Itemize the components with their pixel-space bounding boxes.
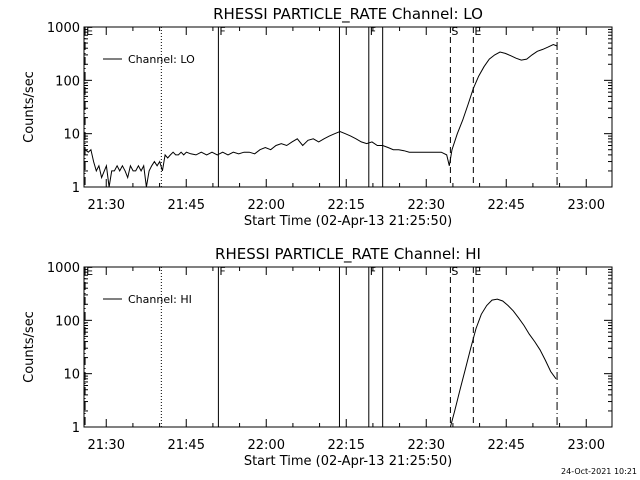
event-marker-label: E: [474, 25, 481, 38]
x-tick-label: 22:15: [328, 198, 365, 213]
x-tick-label: 22:45: [488, 198, 525, 213]
y-tick-label: 1000: [47, 261, 80, 276]
chart-panel-lo: RHESSI PARTICLE_RATE Channel: LO 21:30 21:…: [22, 5, 613, 229]
x-tick-label: 22:30: [408, 438, 445, 453]
chart-title: RHESSI PARTICLE_RATE Channel: HI: [215, 245, 481, 264]
event-marker-label: F: [219, 25, 225, 38]
y-tick-label: 100: [55, 74, 80, 89]
x-tick-label: 21:45: [168, 198, 205, 213]
x-tick-label: 21:45: [168, 438, 205, 453]
event-marker-label: S: [451, 25, 458, 38]
y-tick-label: 10: [63, 368, 80, 383]
series-line: [84, 43, 558, 188]
x-tick-label: 21:30: [88, 198, 125, 213]
x-tick-label: 22:00: [248, 438, 285, 453]
chart-panel-hi: RHESSI PARTICLE_RATE Channel: HI 21:30 21:…: [22, 245, 613, 469]
event-marker-label: E: [86, 265, 93, 278]
y-tick-label: 10: [63, 128, 80, 143]
timestamp: 24-Oct-2021 10:21: [561, 467, 637, 476]
y-tick-label: 100: [55, 314, 80, 329]
x-tick-label: 23:00: [568, 198, 605, 213]
y-axis-label: Counts/sec: [22, 311, 37, 383]
x-axis-label: Start Time (02-Apr-13 21:25:50): [244, 214, 452, 229]
x-tick-label: 22:30: [408, 198, 445, 213]
legend-label: Channel: LO: [128, 53, 195, 66]
x-tick-label: 21:30: [88, 438, 125, 453]
event-marker-label: E: [474, 265, 481, 278]
plot-frame: [83, 26, 613, 188]
legend-label: Channel: HI: [128, 293, 192, 306]
event-marker-label: F: [370, 25, 376, 38]
plot-frame: [83, 266, 613, 428]
x-tick-label: 23:00: [568, 438, 605, 453]
event-marker-label: F: [219, 265, 225, 278]
y-tick-label: 1: [72, 181, 80, 196]
event-marker-label: S: [451, 265, 458, 278]
y-tick-label: 1: [72, 421, 80, 436]
event-marker-label: E: [86, 25, 93, 38]
x-tick-label: 22:15: [328, 438, 365, 453]
x-tick-label: 22:00: [248, 198, 285, 213]
chart-title: RHESSI PARTICLE_RATE Channel: LO: [213, 5, 483, 24]
x-axis-label: Start Time (02-Apr-13 21:25:50): [244, 454, 452, 469]
y-tick-label: 1000: [47, 21, 80, 36]
y-axis-label: Counts/sec: [22, 71, 37, 143]
series-line: [449, 298, 557, 428]
x-tick-label: 22:45: [488, 438, 525, 453]
event-marker-label: F: [370, 265, 376, 278]
